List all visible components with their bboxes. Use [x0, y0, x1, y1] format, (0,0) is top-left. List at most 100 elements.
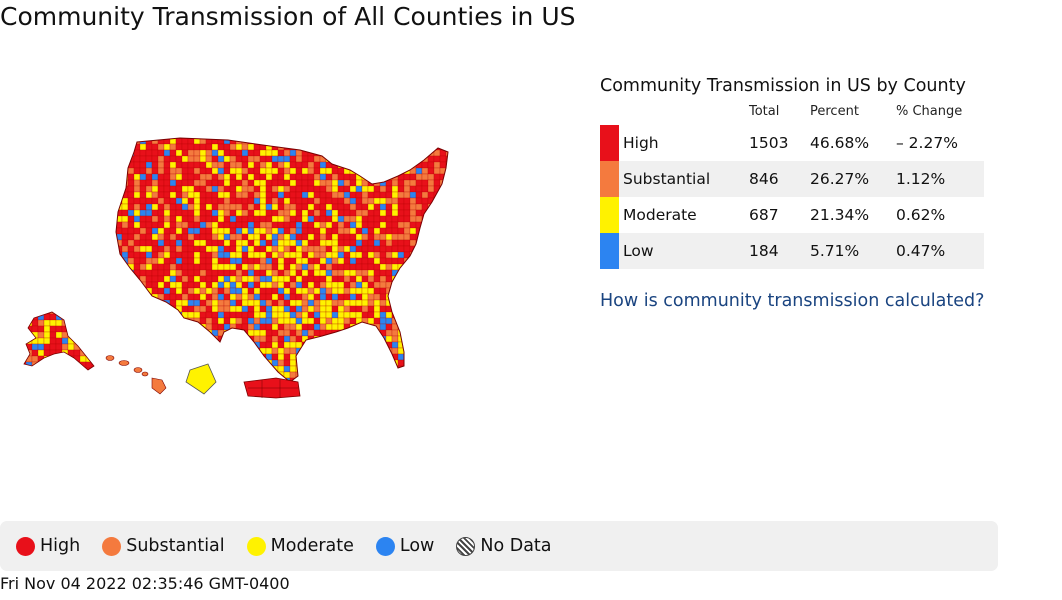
county-cell[interactable] [433, 269, 441, 277]
county-cell[interactable] [331, 317, 339, 325]
county-cell[interactable] [223, 245, 231, 253]
county-cell[interactable] [229, 377, 237, 384]
county-cell[interactable] [325, 233, 333, 241]
county-cell[interactable] [169, 281, 177, 289]
county-cell[interactable] [139, 155, 147, 163]
county-cell[interactable] [259, 329, 267, 337]
county-cell[interactable] [199, 311, 207, 319]
county-cell[interactable] [373, 221, 381, 229]
county-cell[interactable] [367, 167, 375, 175]
county-cell[interactable] [313, 293, 321, 301]
county-cell[interactable] [139, 161, 147, 169]
county-cell[interactable] [320, 384, 326, 390]
county-cell[interactable] [253, 215, 261, 223]
county-cell[interactable] [313, 269, 321, 277]
county-cell[interactable] [43, 361, 51, 369]
county-cell[interactable] [331, 173, 339, 181]
county-cell[interactable] [289, 245, 297, 253]
county-cell[interactable] [325, 245, 333, 253]
county-cell[interactable] [362, 384, 368, 390]
county-cell[interactable] [373, 149, 381, 157]
county-cell[interactable] [427, 132, 435, 139]
county-cell[interactable] [187, 132, 195, 139]
county-cell[interactable] [301, 275, 309, 283]
county-cell[interactable] [211, 173, 219, 181]
county-cell[interactable] [139, 251, 147, 259]
county-cell[interactable] [385, 203, 393, 211]
county-cell[interactable] [373, 311, 381, 319]
county-cell[interactable] [259, 293, 267, 301]
county-cell[interactable] [385, 155, 393, 163]
county-cell[interactable] [307, 275, 315, 283]
county-cell[interactable] [379, 233, 387, 241]
county-cell[interactable] [367, 287, 375, 295]
county-cell[interactable] [295, 179, 303, 187]
county-cell[interactable] [416, 384, 422, 390]
county-cell[interactable] [205, 341, 213, 349]
county-cell[interactable] [445, 245, 452, 253]
county-cell[interactable] [25, 313, 33, 321]
county-cell[interactable] [421, 227, 429, 235]
county-cell[interactable] [361, 239, 369, 247]
county-cell[interactable] [391, 377, 399, 384]
county-cell[interactable] [379, 209, 387, 217]
county-cell[interactable] [241, 371, 249, 379]
county-cell[interactable] [205, 335, 213, 343]
county-cell[interactable] [307, 281, 315, 289]
county-cell[interactable] [163, 317, 171, 325]
county-cell[interactable] [73, 361, 81, 369]
county-cell[interactable] [301, 179, 309, 187]
county-cell[interactable] [409, 305, 417, 313]
county-cell[interactable] [325, 257, 333, 265]
county-cell[interactable] [151, 209, 159, 217]
county-cell[interactable] [349, 359, 357, 367]
county-cell[interactable] [259, 275, 267, 283]
county-cell[interactable] [217, 323, 225, 331]
county-cell[interactable] [445, 215, 452, 223]
county-cell[interactable] [259, 359, 267, 367]
county-cell[interactable] [283, 311, 291, 319]
county-cell[interactable] [403, 155, 411, 163]
county-cell[interactable] [361, 167, 369, 175]
county-cell[interactable] [355, 197, 363, 205]
county-cell[interactable] [421, 365, 429, 373]
county-cell[interactable] [133, 353, 141, 361]
county-cell[interactable] [307, 359, 315, 367]
county-cell[interactable] [319, 245, 327, 253]
county-cell[interactable] [127, 245, 135, 253]
county-cell[interactable] [110, 239, 117, 247]
county-cell[interactable] [139, 341, 147, 349]
county-cell[interactable] [217, 132, 225, 139]
county-cell[interactable] [403, 335, 411, 343]
county-cell[interactable] [139, 239, 147, 247]
county-cell[interactable] [193, 293, 201, 301]
county-cell[interactable] [121, 132, 129, 139]
county-cell[interactable] [409, 263, 417, 271]
county-cell[interactable] [145, 305, 153, 313]
county-cell[interactable] [439, 227, 447, 235]
county-cell[interactable] [217, 203, 225, 211]
county-cell[interactable] [247, 221, 255, 229]
county-cell[interactable] [445, 197, 452, 205]
county-cell[interactable] [307, 215, 315, 223]
county-cell[interactable] [403, 161, 411, 169]
county-cell[interactable] [145, 341, 153, 349]
county-cell[interactable] [241, 215, 249, 223]
county-cell[interactable] [79, 367, 87, 374]
county-cell[interactable] [199, 143, 207, 151]
county-cell[interactable] [343, 215, 351, 223]
county-cell[interactable] [361, 245, 369, 253]
county-cell[interactable] [301, 233, 309, 241]
county-cell[interactable] [20, 349, 27, 357]
county-cell[interactable] [121, 377, 129, 384]
county-cell[interactable] [373, 305, 381, 313]
county-cell[interactable] [169, 191, 177, 199]
county-cell[interactable] [121, 311, 129, 319]
county-cell[interactable] [259, 305, 267, 313]
county-cell[interactable] [367, 138, 375, 145]
county-cell[interactable] [181, 233, 189, 241]
county-cell[interactable] [110, 209, 117, 217]
county-cell[interactable] [163, 275, 171, 283]
county-cell[interactable] [205, 185, 213, 193]
county-cell[interactable] [427, 377, 435, 384]
